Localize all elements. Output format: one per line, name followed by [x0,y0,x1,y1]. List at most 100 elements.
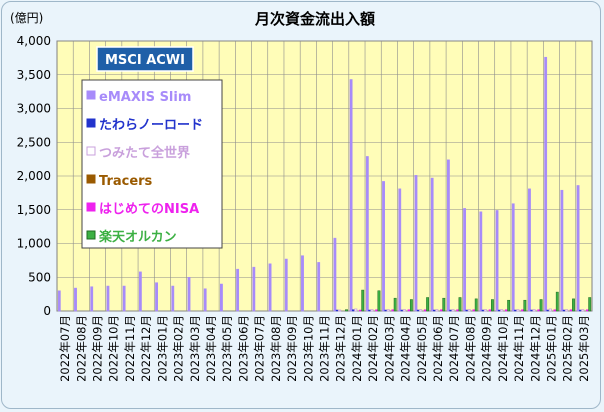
legend-label: eMAXIS Slim [99,90,191,105]
bar-1-2022年09月 [90,286,94,312]
legend-label: つみたて全世界 [99,145,190,161]
x-tick-label: 2022年09月 [91,315,105,382]
bar-1-2024年05月 [414,175,418,312]
legend-title-box [96,46,194,72]
bar-5-2025年02月 [569,309,573,312]
bar-1-2024年10月 [495,210,499,312]
bar-1-2023年12月 [333,237,337,312]
x-tick-label: 2024年10月 [496,315,510,382]
bar-3-2024年10月 [500,309,504,312]
x-tick-label: 2023年07月 [253,315,267,382]
legend-swatch [86,146,96,156]
bar-1-2024年11月 [511,203,515,312]
x-tick-label: 2023年04月 [204,315,218,382]
bar-3-2024年09月 [483,309,488,312]
bar-5-2024年03月 [391,309,395,312]
x-tick-label: 2024年12月 [528,315,542,382]
legend-swatch [86,230,96,240]
bar-1-2023年02月 [171,285,175,312]
legend [81,79,223,249]
x-tick-label: 2024年04月 [399,315,413,382]
x-tick-label: 2024年05月 [415,315,429,382]
x-tick-label: 2023年01月 [155,315,169,382]
bar-6-2023年12月 [345,309,348,312]
x-tick-label: 2024年06月 [431,315,445,382]
bar-5-2025年01月 [553,309,557,312]
y-tick-label: 4,000 [17,34,51,48]
bar-1-2024年06月 [430,177,434,312]
x-tick-label: 2024年01月 [350,315,364,382]
x-tick-label: 2025年02月 [561,315,575,382]
chart-title: 月次資金流出入額 [254,10,375,28]
x-tick-label: 2022年08月 [74,315,88,382]
x-tick-label: 2023年09月 [285,315,299,382]
bar-1-2023年08月 [268,263,272,312]
bar-5-2025年03月 [585,309,589,312]
y-tick-label: 500 [28,270,51,284]
bar-1-2023年07月 [252,266,256,312]
bar-3-2024年05月 [419,309,423,312]
bar-5-2024年12月 [537,309,541,312]
bar-1-2023年05月 [220,283,223,312]
bar-5-2024年09月 [488,309,492,312]
bar-6-2024年06月 [442,297,446,312]
x-tick-label: 2022年07月 [58,315,72,382]
legend-swatch [86,118,96,128]
bar-1-2025年02月 [560,189,564,312]
bar-1-2024年07月 [446,159,450,312]
bar-1-2024年08月 [463,208,467,312]
y-tick-label: 3,000 [17,102,51,116]
bar-6-2024年08月 [474,298,478,312]
x-tick-label: 2023年05月 [220,315,234,382]
bar-3-2024年08月 [467,309,471,312]
bar-3-2024年04月 [402,309,406,312]
y-tick-label: 2,000 [17,169,51,183]
x-tick-label: 2022年11月 [123,315,137,382]
y-tick-label: 1,500 [17,203,51,217]
bar-1-2024年01月 [349,79,353,312]
y-unit-label: (億円) [10,11,43,25]
x-tick-label: 2025年03月 [577,315,591,382]
bar-1-2023年10月 [301,255,304,312]
bar-1-2023年11月 [317,262,321,312]
bar-1-2023年01月 [155,282,158,312]
x-tick-label: 2022年12月 [139,315,153,382]
legend-label: はじめてのNISA [99,202,199,217]
bar-1-2022年07月 [57,290,61,312]
bar-6-2024年01月 [361,289,365,312]
bar-1-2023年04月 [203,288,207,312]
legend-swatch [86,174,96,184]
bar-6-2025年02月 [572,298,575,312]
x-tick-label: 2023年06月 [236,315,250,382]
x-tick-label: 2023年10月 [301,315,315,382]
bar-6-2024年09月 [491,299,494,312]
bar-3-2024年11月 [516,309,520,312]
bar-1-2025年01月 [544,56,548,312]
x-tick-label: 2024年03月 [382,315,396,382]
bar-5-2024年04月 [407,309,411,312]
bar-6-2024年04月 [409,299,413,312]
legend-label: たわらノーロード [99,118,203,133]
bar-3-2025年02月 [564,309,569,312]
x-tick-label: 2024年08月 [463,315,477,382]
bar-5-2024年11月 [521,309,524,312]
bar-1-2023年03月 [187,277,191,312]
legend-label: 楽天オルカン [98,229,177,245]
x-tick-label: 2023年02月 [172,315,186,382]
bar-3-2025年03月 [581,309,585,312]
x-tick-label: 2023年08月 [269,315,283,382]
bar-6-2024年02月 [377,290,381,312]
bar-3-2024年01月 [354,308,358,312]
bar-1-2023年06月 [236,268,240,312]
bar-1-2025年03月 [576,185,580,312]
bar-5-2024年06月 [440,309,443,312]
x-tick-label: 2023年12月 [334,315,348,382]
x-tick-label: 2024年09月 [480,315,494,382]
bar-6-2024年07月 [458,297,462,312]
x-tick-label: 2022年10月 [107,315,121,382]
bar-5-2024年10月 [504,309,508,312]
bar-1-2022年12月 [138,271,142,312]
bar-6-2024年12月 [539,299,543,312]
bar-3-2024年06月 [435,309,439,312]
